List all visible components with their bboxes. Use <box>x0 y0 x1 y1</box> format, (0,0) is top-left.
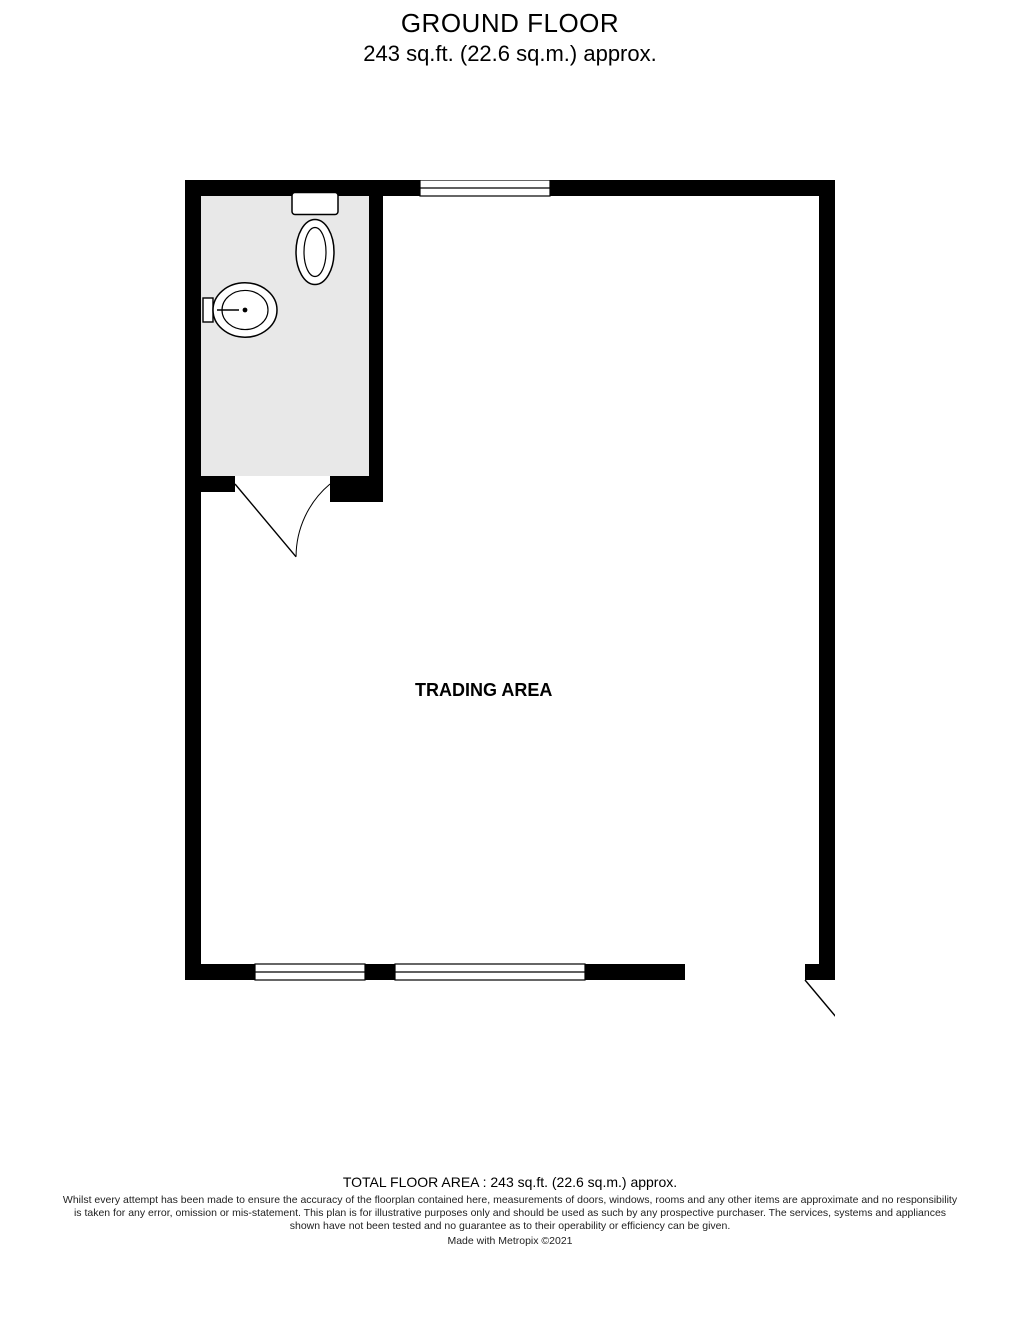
maker-credit: Made with Metropix ©2021 <box>60 1235 960 1247</box>
floorplan-page: GROUND FLOOR 243 sq.ft. (22.6 sq.m.) app… <box>0 0 1020 1333</box>
header: GROUND FLOOR 243 sq.ft. (22.6 sq.m.) app… <box>0 0 1020 67</box>
toilet-icon <box>292 193 338 285</box>
floor-area-subtitle: 243 sq.ft. (22.6 sq.m.) approx. <box>0 41 1020 67</box>
room-label-trading-area: TRADING AREA <box>415 680 552 701</box>
floor-title: GROUND FLOOR <box>0 8 1020 39</box>
floorplan-svg <box>185 180 835 1050</box>
footer: TOTAL FLOOR AREA : 243 sq.ft. (22.6 sq.m… <box>0 1174 1020 1247</box>
floorplan-canvas: TRADING AREA <box>185 180 835 1050</box>
total-floor-area: TOTAL FLOOR AREA : 243 sq.ft. (22.6 sq.m… <box>60 1174 960 1190</box>
disclaimer-text: Whilst every attempt has been made to en… <box>60 1194 960 1233</box>
